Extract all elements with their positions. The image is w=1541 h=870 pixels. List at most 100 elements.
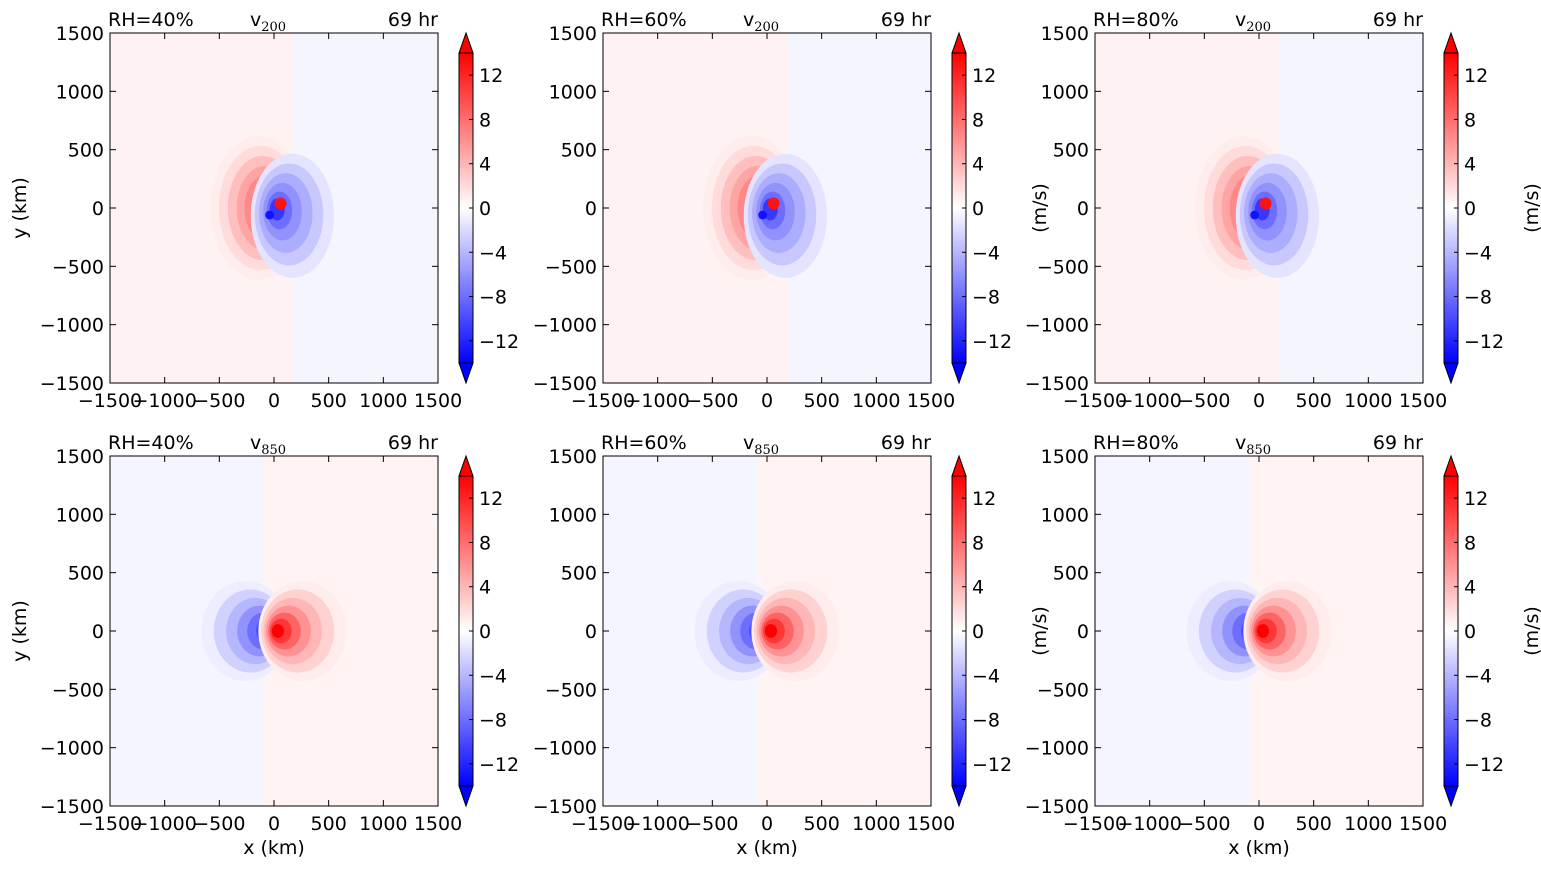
x-tick-label: 0 (1253, 813, 1265, 835)
colorbar-tick-label: 4 (479, 577, 491, 599)
field-r1c3 (1095, 33, 1423, 383)
x-tick-label: 0 (761, 813, 773, 835)
x-tick-label: −1500 (78, 813, 142, 835)
y-tick-label: 1000 (1041, 504, 1089, 526)
x-tick-label: 0 (761, 390, 773, 412)
colorbar-label: (m/s) (1029, 183, 1051, 233)
y-tick-label: −500 (1037, 256, 1089, 278)
panel-title-left: RH=60% (601, 432, 687, 454)
positive-core (1259, 197, 1272, 210)
colorbar-min-extend (458, 785, 474, 808)
field-r2c1 (110, 456, 438, 806)
panel-title-center: v200 (1235, 9, 1271, 35)
x-axis-label: x (km) (1228, 837, 1290, 859)
y-tick-label: 1500 (56, 446, 104, 468)
x-tick-label: −1500 (78, 390, 142, 412)
colorbar-tick-label: −12 (972, 754, 1012, 776)
colorbar-tick-label: −4 (972, 242, 1000, 264)
colorbar: −12 −8 −4 0 4 8 12 (m/s) (951, 454, 1051, 808)
panel-title-right: 69 hr (881, 432, 931, 454)
y-tick-label: 500 (1053, 140, 1089, 162)
panel-title-right: 69 hr (1373, 432, 1423, 454)
colorbar-tick-label: 12 (1464, 65, 1488, 87)
field-r1c1 (110, 33, 438, 383)
panel-title-center: v200 (250, 9, 286, 35)
x-tick-label: 1000 (1344, 390, 1392, 412)
y-tick-label: −1500 (533, 373, 597, 395)
panel-title-right: 69 hr (388, 432, 438, 454)
y-axis-label: y (km) (9, 177, 31, 239)
y-tick-label: −500 (1037, 679, 1089, 701)
panel-title-center: v850 (743, 432, 779, 458)
colorbar: −12 −8 −4 0 4 8 12 (m/s) (951, 31, 1051, 385)
field-r2c2 (603, 456, 931, 806)
colorbar-tick-label: 0 (972, 621, 984, 643)
colorbar-tick-label: 0 (1464, 621, 1476, 643)
x-tick-label: 500 (804, 390, 840, 412)
colorbar-max-extend (458, 31, 474, 54)
colorbar-tick-label: −12 (479, 331, 519, 353)
x-tick-label: −1500 (1063, 390, 1127, 412)
x-tick-label: 1500 (1399, 813, 1447, 835)
panel-title-left: RH=40% (108, 432, 194, 454)
colorbar-min-extend (951, 785, 967, 808)
colorbar-tick-label: −12 (1464, 331, 1504, 353)
panel-title-right: 69 hr (881, 9, 931, 31)
x-tick-label: 1500 (414, 390, 462, 412)
y-tick-label: −1500 (40, 796, 104, 818)
x-tick-label: 1500 (907, 390, 955, 412)
x-tick-label: −1000 (133, 390, 197, 412)
colorbar-min-extend (951, 362, 967, 385)
colorbar-tick-label: 8 (972, 532, 984, 554)
colorbar-tick-label: 8 (972, 109, 984, 131)
colorbar-tick-label: 8 (1464, 532, 1476, 554)
y-tick-label: 1500 (1041, 23, 1089, 45)
y-tick-label: 0 (1077, 198, 1089, 220)
y-tick-label: 1500 (1041, 446, 1089, 468)
x-tick-label: 1000 (852, 813, 900, 835)
y-tick-label: −1500 (1025, 373, 1089, 395)
negative-core (758, 210, 767, 220)
y-tick-label: 1000 (56, 81, 104, 103)
colorbar-max-extend (951, 31, 967, 54)
colorbar-tick-label: 0 (479, 198, 491, 220)
y-tick-label: −500 (52, 256, 104, 278)
x-tick-label: 0 (1253, 390, 1265, 412)
colorbar-tick-label: 0 (479, 621, 491, 643)
x-axis-label: x (km) (736, 837, 798, 859)
colorbar-tick-label: −12 (972, 331, 1012, 353)
panel-title-left: RH=80% (1093, 432, 1179, 454)
panel-r1c2: −1500−1000−500 0 500 1000 1500−1500−1000−500… (533, 9, 1051, 412)
colorbar-tick-label: −12 (479, 754, 519, 776)
x-tick-label: 1500 (907, 813, 955, 835)
colorbar-max-extend (1443, 454, 1459, 477)
colorbar-label: (m/s) (1521, 183, 1541, 233)
positive-core (274, 197, 287, 210)
panel-r2c1: −1500−1000−500 0 500 1000 1500−1500−1000−500… (9, 432, 519, 859)
colorbar-tick-label: −8 (972, 287, 1000, 309)
x-tick-label: 0 (268, 813, 280, 835)
y-tick-label: 0 (1077, 621, 1089, 643)
panel-title-right: 69 hr (1373, 9, 1423, 31)
colorbar: −12 −8 −4 0 4 8 12 (458, 454, 519, 808)
colorbar-min-extend (1443, 362, 1459, 385)
positive-core (767, 197, 780, 210)
panel-r2c3: −1500−1000−500 0 500 1000 1500−1500−1000−500… (1025, 432, 1541, 859)
panel-r1c1: −1500−1000−500 0 500 1000 1500−1500−1000−500… (9, 9, 519, 412)
x-tick-label: 0 (268, 390, 280, 412)
colorbar-tick-label: 4 (972, 154, 984, 176)
x-tick-label: −500 (686, 813, 738, 835)
colorbar-tick-label: −12 (1464, 754, 1504, 776)
y-tick-label: 1000 (56, 504, 104, 526)
y-tick-label: 1000 (549, 504, 597, 526)
x-tick-label: −1000 (626, 390, 690, 412)
y-tick-label: 500 (561, 563, 597, 585)
y-tick-label: −1000 (40, 738, 104, 760)
panel-title-center: v850 (250, 432, 286, 458)
colorbar-tick-label: 0 (972, 198, 984, 220)
colorbar-tick-label: 12 (972, 65, 996, 87)
x-tick-label: −1000 (1118, 813, 1182, 835)
x-tick-label: 500 (311, 813, 347, 835)
x-tick-label: −500 (1178, 390, 1230, 412)
x-tick-label: −1000 (1118, 390, 1182, 412)
